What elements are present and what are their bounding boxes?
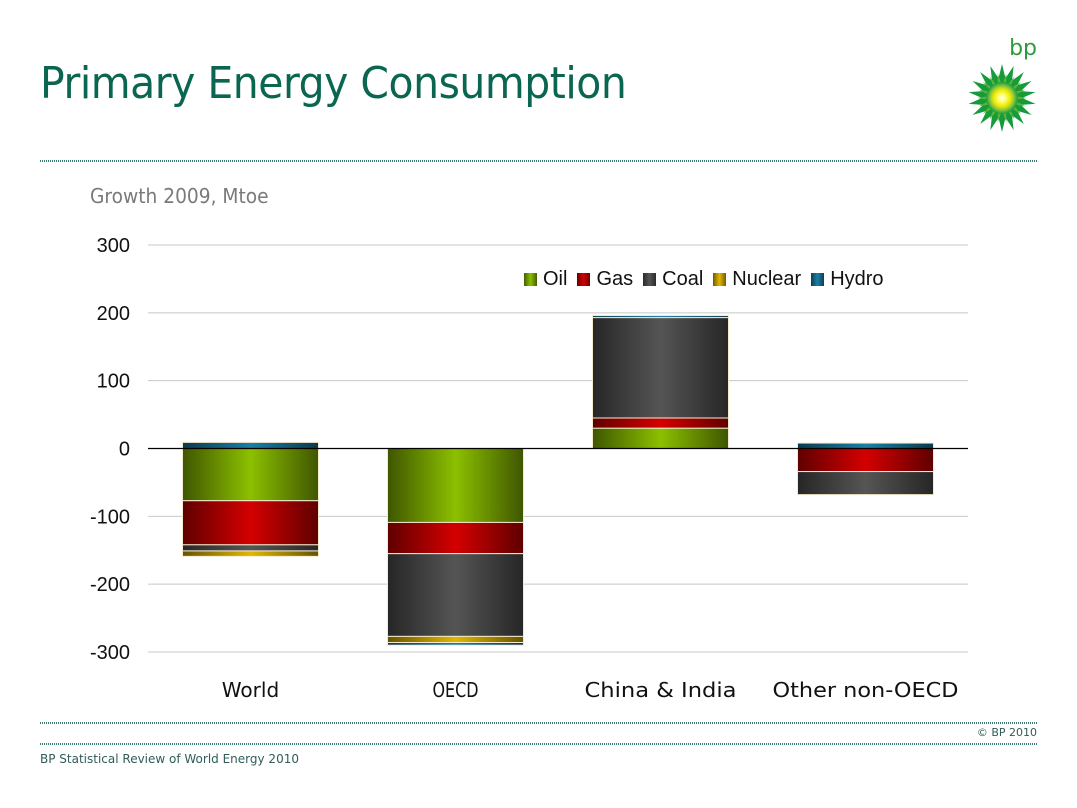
legend-item-gas: Gas [577, 268, 633, 291]
header-divider [40, 160, 1037, 162]
bar-segment-gas [797, 448, 934, 473]
page-title: Primary Energy Consumption [40, 58, 627, 109]
bar-segment-gas [592, 417, 729, 429]
y-tick-label: -100 [90, 506, 130, 528]
legend-label: Coal [662, 268, 704, 290]
bar-segment-hydro [387, 642, 524, 646]
bar-segment-hydro [592, 315, 729, 319]
y-tick-label: 200 [97, 303, 130, 325]
bar-segment-coal [387, 553, 524, 637]
logo-text: bp [1009, 36, 1037, 61]
y-tick-label: 0 [119, 439, 130, 461]
bar-segment-oil [592, 427, 729, 449]
copyright-text: © BP 2010 [976, 726, 1037, 739]
bar-segment-gas [182, 500, 319, 546]
y-tick-label: 100 [97, 371, 130, 393]
x-tick-label: World [222, 678, 280, 702]
bp-helios-icon [968, 64, 1036, 132]
bar-segment-gas [387, 521, 524, 555]
chart-subtitle: Growth 2009, Mtoe [90, 184, 269, 208]
legend-item-nuclear: Nuclear [713, 268, 801, 291]
legend-swatch-nuclear [713, 273, 727, 286]
bar-segment-hydro [182, 441, 319, 449]
bar-segment-oil [387, 448, 524, 523]
y-tick-label: 300 [97, 235, 130, 257]
y-tick-label: -200 [90, 574, 130, 596]
legend-swatch-gas [577, 273, 591, 286]
x-tick-label: China & India [585, 678, 737, 702]
logo-sun [986, 82, 1018, 114]
legend-label: Gas [596, 268, 634, 290]
footer-divider-top [40, 722, 1037, 724]
legend-swatch-hydro [811, 273, 825, 286]
bar-segment-coal [182, 544, 319, 552]
legend-item-oil: Oil [524, 268, 567, 291]
bar-segment-hydro [797, 442, 934, 450]
y-tick-label: -300 [90, 642, 130, 664]
footer-divider-bottom [40, 743, 1037, 745]
legend-label: Hydro [830, 268, 884, 290]
x-tick-label: OECD [433, 678, 479, 702]
bar-segment-coal [797, 471, 934, 496]
bar-segment-coal [592, 317, 729, 419]
bar-segment-oil [182, 448, 319, 502]
legend-swatch-coal [643, 273, 657, 286]
chart-legend: Oil Gas Coal Nuclear Hydro [524, 268, 884, 291]
legend-item-coal: Coal [643, 268, 703, 291]
source-text: BP Statistical Review of World Energy 20… [40, 752, 299, 766]
bar-segment-nuclear [182, 550, 319, 557]
bar-segment-nuclear [387, 635, 524, 644]
bp-logo [962, 38, 1042, 134]
legend-label: Nuclear [732, 268, 802, 290]
x-tick-label: Other non-OECD [773, 678, 959, 702]
legend-item-hydro: Hydro [811, 268, 884, 291]
legend-swatch-oil [524, 273, 537, 286]
legend-label: Oil [543, 268, 568, 290]
